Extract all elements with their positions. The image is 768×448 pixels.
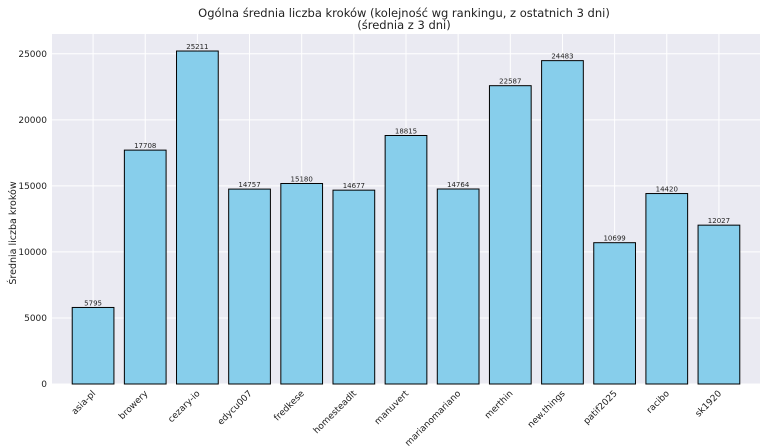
bar-new.things: [541, 60, 584, 385]
bar-sk1920: [697, 224, 741, 385]
bar-value-label: 14420: [656, 186, 678, 194]
y-axis-label: Średnia liczba kroków: [7, 181, 19, 284]
bar-value-label: 14757: [238, 181, 260, 189]
x-tick-label: new.things: [526, 389, 568, 431]
bar-fredkese: [280, 183, 324, 385]
bar-cezary-io: [176, 50, 219, 385]
x-tick-label: fredkese: [272, 389, 307, 424]
bars: [71, 50, 741, 385]
bar-asia-pl: [71, 306, 115, 385]
x-tick-label: edycu007: [216, 389, 254, 427]
x-tick-label: homesteadlt: [312, 389, 359, 436]
x-tick-label: asia-pl: [70, 389, 98, 417]
x-tick-labels: asia-pl browery cezary-io edycu007 fredkese h…: [70, 389, 724, 448]
bar-manuvert: [384, 135, 428, 385]
chart-title: Ogólna średnia liczba kroków (kolejność …: [198, 6, 610, 20]
bar-homesteadlt: [332, 189, 376, 385]
y-tick-label: 0: [41, 380, 47, 390]
bar-edycu007: [228, 188, 271, 385]
bar-value-label: 17708: [134, 142, 156, 150]
bar-labels: 5795 17708 25211 14757 15180 14677 18815 14764 2…: [84, 43, 730, 307]
x-tick-label: racibo: [645, 389, 672, 416]
bar-marianomariano: [436, 188, 480, 385]
bar-value-label: 15180: [291, 176, 313, 184]
bar-value-label: 24483: [551, 53, 573, 61]
y-tick-label: 20000: [18, 116, 47, 126]
x-tick-label: cezary-io: [167, 389, 203, 425]
y-tick-label: 25000: [18, 50, 47, 60]
chart-subtitle: (średnia z 3 dni): [357, 18, 450, 32]
x-tick-label: browery: [117, 389, 150, 422]
x-tick-label: marianomariano: [404, 389, 464, 448]
bar-value-label: 14764: [447, 181, 470, 189]
bar-browery: [123, 149, 167, 385]
x-tick-label: sk1920: [694, 389, 724, 419]
y-tick-label: 15000: [18, 182, 47, 192]
x-tick-label: patif2025: [582, 389, 620, 427]
bar-patif2025: [593, 242, 636, 385]
bar-racibo: [645, 193, 689, 385]
bar-value-label: 25211: [186, 43, 208, 51]
bar-value-label: 14677: [343, 182, 365, 190]
x-tick-label: manuvert: [373, 389, 411, 427]
bar-value-label: 18815: [395, 128, 417, 136]
bar-value-label: 10699: [603, 235, 625, 243]
x-tick-label: merthin: [483, 389, 515, 421]
bar-value-label: 5795: [84, 299, 102, 307]
y-tick-label: 5000: [24, 314, 47, 324]
bar-value-label: 12027: [708, 217, 730, 225]
bar-value-label: 22587: [499, 78, 521, 86]
y-tick-labels: 0 5000 10000 15000 20000 25000: [18, 50, 47, 390]
bar-merthin: [488, 85, 532, 385]
y-tick-label: 10000: [18, 248, 47, 258]
